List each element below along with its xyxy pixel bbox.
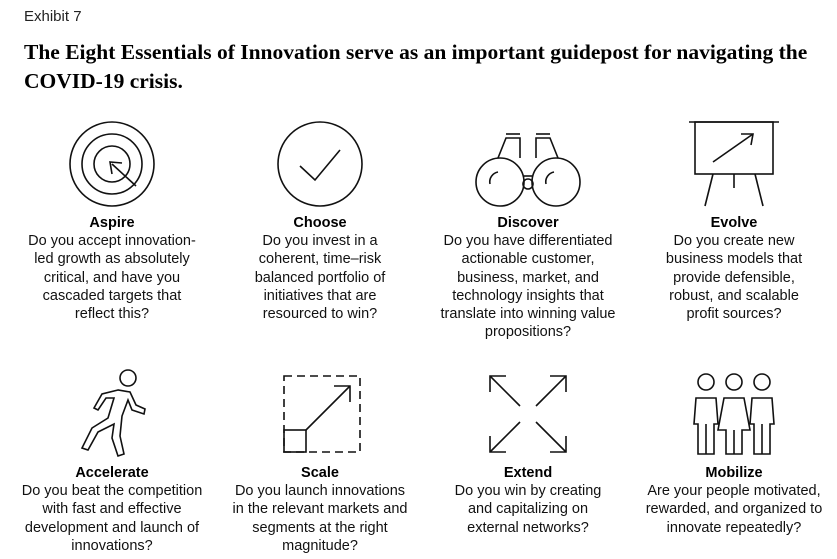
essential-question: Do you have differentiated actionable cu… [440, 233, 616, 341]
essential-evolve: Evolve Do you create new business models… [634, 118, 834, 323]
essential-label: Extend [503, 465, 553, 481]
essential-label: Discover [497, 215, 559, 231]
essential-extend: Extend Do you win by creating and capita… [428, 368, 628, 537]
essential-label: Scale [301, 465, 339, 481]
running-person-icon [80, 369, 146, 458]
essential-accelerate: Accelerate Do you beat the competition w… [12, 368, 212, 555]
exhibit-label: Exhibit 7 [24, 8, 82, 25]
essential-discover: Discover Do you have differentiated acti… [428, 118, 628, 342]
essential-question: Are your people motivated, rewarded, and… [645, 483, 823, 536]
essential-choose: Choose Do you invest in a coherent, time… [220, 118, 420, 323]
essential-question: Do you create new business models that p… [665, 233, 803, 323]
essential-scale: Scale Do you launch innovations in the r… [220, 368, 420, 555]
essential-question: Do you win by creating and capitalizing … [454, 483, 602, 536]
expand-arrows-icon [489, 375, 567, 453]
essential-question: Do you beat the competition with fast an… [21, 483, 203, 554]
essential-label: Aspire [89, 215, 135, 231]
people-group-icon [693, 373, 775, 455]
essential-question: Do you launch innovations in the relevan… [232, 483, 408, 554]
essential-aspire: Aspire Do you accept innovation-led grow… [12, 118, 212, 323]
essential-label: Accelerate [75, 465, 149, 481]
presentation-board-icon [689, 121, 779, 207]
scale-up-icon [283, 375, 361, 453]
target-icon [69, 121, 155, 207]
essential-question: Do you accept innovation-led growth as a… [28, 233, 196, 323]
essential-label: Choose [293, 215, 347, 231]
binoculars-icon [475, 133, 581, 207]
checkmark-icon [277, 121, 363, 207]
essential-label: Mobilize [705, 465, 763, 481]
essential-mobilize: Mobilize Are your people motivated, rewa… [634, 368, 834, 537]
essential-label: Evolve [710, 215, 758, 231]
essential-question: Do you invest in a coherent, time–risk b… [254, 233, 386, 323]
page-title: The Eight Essentials of Innovation serve… [24, 40, 808, 93]
